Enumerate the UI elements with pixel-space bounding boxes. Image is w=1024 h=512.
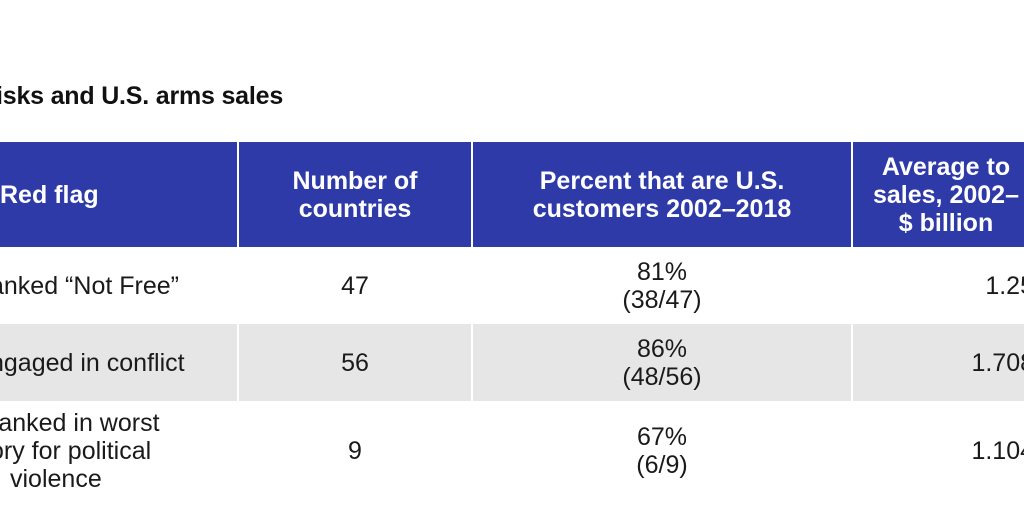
row-count: 56 <box>239 324 473 401</box>
row-percent-fraction: (48/56) <box>622 362 702 391</box>
row-red-flag-line-3: violence <box>10 464 102 493</box>
header-percent-line-2: customers 2002–2018 <box>532 194 792 223</box>
row-red-flag-text: anked “Not Free” <box>0 271 179 300</box>
header-red-flag-label: Red flag <box>0 180 99 209</box>
row-percent: 67% (6/9) <box>473 401 853 500</box>
table-row: ranked in worst ory for political violen… <box>0 401 1024 500</box>
row-count: 9 <box>239 401 473 500</box>
row-percent-fraction: (38/47) <box>622 285 702 314</box>
header-average-line-2: sales, 2002– <box>873 180 1019 209</box>
header-percent-line-1: Percent that are U.S. <box>539 166 785 195</box>
header-average-line-3: $ billion <box>898 208 994 237</box>
table-title: isks and U.S. arms sales <box>0 82 284 110</box>
row-red-flag: ngaged in conflict <box>0 324 239 401</box>
row-percent-value: 67% <box>636 422 688 451</box>
table-row: ngaged in conflict 56 86% (48/56) 1.708 <box>0 324 1024 401</box>
header-percent-us-customers: Percent that are U.S. customers 2002–201… <box>473 142 853 247</box>
header-number-line-2: countries <box>298 194 412 223</box>
row-red-flag: ranked in worst ory for political violen… <box>0 401 239 500</box>
row-red-flag: anked “Not Free” <box>0 247 239 324</box>
header-average-sales: Average to sales, 2002– $ billion <box>853 142 1024 247</box>
arms-sales-table: Red flag Number of countries Percent tha… <box>0 142 1024 500</box>
row-average: 1.104 <box>853 401 1024 500</box>
row-percent-value: 86% <box>636 334 688 363</box>
row-percent-value: 81% <box>636 257 688 286</box>
row-percent-fraction: (6/9) <box>636 450 688 479</box>
row-count: 47 <box>239 247 473 324</box>
header-average-line-1: Average to <box>881 152 1011 181</box>
row-percent: 81% (38/47) <box>473 247 853 324</box>
row-red-flag-line-1: ranked in worst <box>0 408 160 437</box>
row-red-flag-text: ngaged in conflict <box>0 348 185 377</box>
row-red-flag-line-2: ory for political <box>0 436 152 465</box>
table-row: anked “Not Free” 47 81% (38/47) 1.25 <box>0 247 1024 324</box>
table-header-row: Red flag Number of countries Percent tha… <box>0 142 1024 247</box>
row-percent: 86% (48/56) <box>473 324 853 401</box>
row-average: 1.25 <box>853 247 1024 324</box>
header-number-of-countries: Number of countries <box>239 142 473 247</box>
row-average: 1.708 <box>853 324 1024 401</box>
header-red-flag: Red flag <box>0 142 239 247</box>
header-number-line-1: Number of <box>292 166 418 195</box>
